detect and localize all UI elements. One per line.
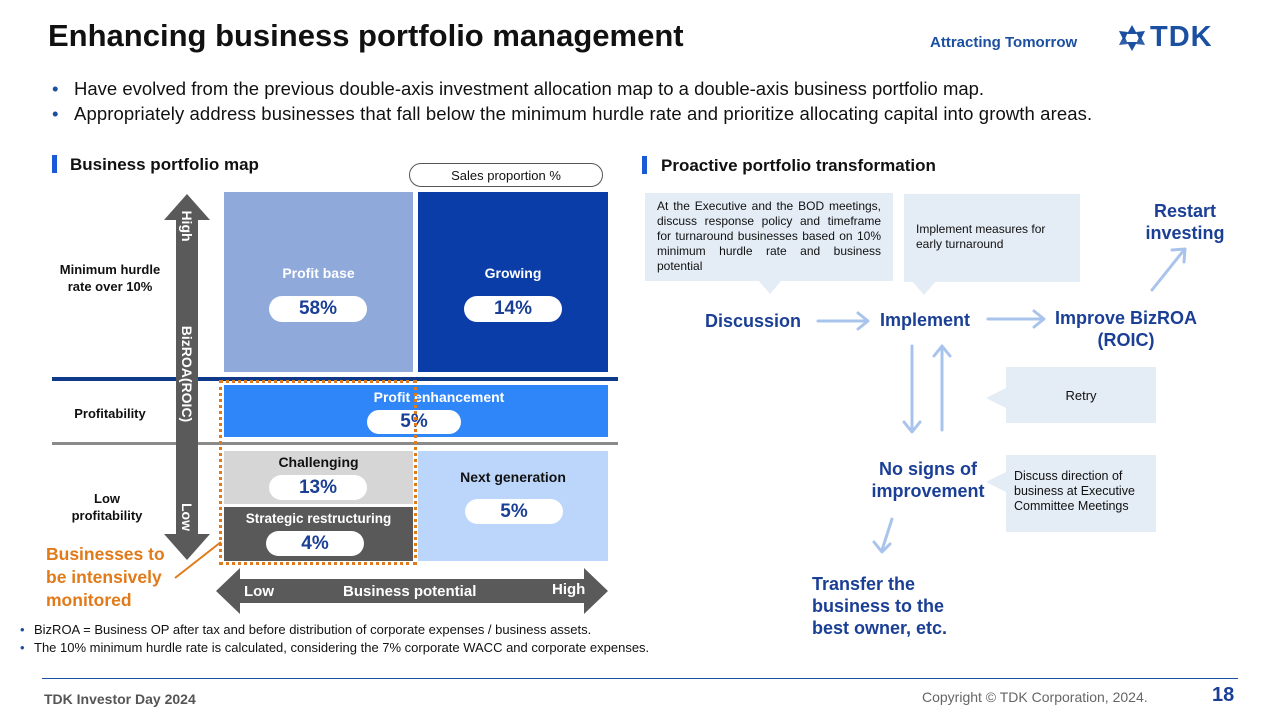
x-axis-label: Business potential xyxy=(343,583,477,600)
y-axis-high: High xyxy=(179,210,195,242)
direction-box: Discuss direction of business at Executi… xyxy=(1006,455,1156,532)
cell-label: Profit enhancement xyxy=(373,389,505,405)
implement-box: Implement measures for early turnaround xyxy=(904,194,1080,282)
cell-challenging: Challenging 13% xyxy=(224,451,413,504)
retry-box: Retry xyxy=(1006,367,1156,423)
cell-profit-base: Profit base 58% xyxy=(224,192,413,372)
section-marker xyxy=(642,156,647,174)
tagline: Attracting Tomorrow xyxy=(930,34,1078,51)
page-title: Enhancing business portfolio management xyxy=(48,18,684,53)
tdk-logo-icon xyxy=(1119,25,1145,51)
footer-event: TDK Investor Day 2024 xyxy=(44,691,196,707)
profitability-line xyxy=(52,442,618,445)
tdk-logo: TDK xyxy=(1118,21,1236,53)
arrow-discussion-to-implement xyxy=(816,311,870,331)
callout-pointer xyxy=(912,281,936,295)
footer-rule xyxy=(42,678,1238,679)
flow-restart: Restart investing xyxy=(1145,201,1225,243)
bullet-item: Appropriately address businesses that fa… xyxy=(52,101,1252,126)
cell-label: Challenging xyxy=(278,454,359,470)
arrow-implement-to-improve xyxy=(986,309,1046,329)
y-axis-arrow xyxy=(164,194,210,560)
cell-label: Strategic restructuring xyxy=(245,511,392,526)
arrow-to-restart xyxy=(1150,247,1187,292)
cell-strategic-restructuring: Strategic restructuring 4% xyxy=(224,507,413,561)
footnote: The 10% minimum hurdle rate is calculate… xyxy=(34,640,650,655)
hurdle-line xyxy=(52,377,618,381)
monitored-connector xyxy=(174,541,222,579)
callout-pointer xyxy=(986,388,1006,408)
cell-value: 58% xyxy=(269,296,367,322)
arrow-retry-up xyxy=(932,344,952,432)
intro-bullets: Have evolved from the previous double-ax… xyxy=(52,76,1252,126)
cell-label: Next generation xyxy=(460,469,566,485)
row-label-low-profitability: Low profitability xyxy=(71,491,143,523)
x-axis-high: High xyxy=(552,581,586,598)
footer-copyright: Copyright © TDK Corporation, 2024. xyxy=(922,689,1148,705)
row-label-hurdle: Minimum hurdle rate over 10% xyxy=(59,262,161,294)
sales-proportion-label: Sales proportion % xyxy=(409,163,603,187)
page-number: 18 xyxy=(1212,684,1235,706)
arrow-to-transfer xyxy=(872,517,894,554)
cell-growing: Growing 14% xyxy=(418,192,608,372)
footnotes: • BizROA = Business OP after tax and befo… xyxy=(20,622,650,655)
cell-value: 13% xyxy=(269,475,367,500)
row-label-profitability: Profitability xyxy=(74,406,146,421)
section-marker xyxy=(52,155,57,173)
cell-label: Growing xyxy=(484,265,542,281)
arrow-implement-down xyxy=(902,344,922,434)
flow-no-signs: No signs of improvement xyxy=(871,459,985,501)
cell-label: Profit base xyxy=(282,265,355,281)
bullet-item: Have evolved from the previous double-ax… xyxy=(52,76,1252,101)
callout-pointer xyxy=(986,472,1006,492)
x-axis-arrow xyxy=(216,568,608,614)
transformation-heading: Proactive portfolio transformation xyxy=(661,156,936,175)
monitored-frame xyxy=(219,380,417,565)
flow-discussion: Discussion xyxy=(704,311,802,331)
discussion-box: At the Executive and the BOD meetings, d… xyxy=(645,193,893,281)
flow-improve: Improve BizROA (ROIC) xyxy=(1054,308,1198,350)
callout-pointer xyxy=(758,280,782,294)
cell-next-generation: Next generation 5% xyxy=(418,451,608,561)
monitored-label: Businesses to be intensively monitored xyxy=(46,544,165,610)
flow-transfer: Transfer the business to the best owner,… xyxy=(812,574,948,638)
footnote: BizROA = Business OP after tax and befor… xyxy=(34,622,592,637)
portfolio-map-heading: Business portfolio map xyxy=(70,155,259,174)
cell-value: 4% xyxy=(266,531,364,556)
cell-value: 14% xyxy=(464,296,562,322)
x-axis-low: Low xyxy=(244,583,274,600)
cell-value: 5% xyxy=(465,499,563,524)
flow-implement: Implement xyxy=(879,310,971,330)
logo-text: TDK xyxy=(1150,21,1213,53)
